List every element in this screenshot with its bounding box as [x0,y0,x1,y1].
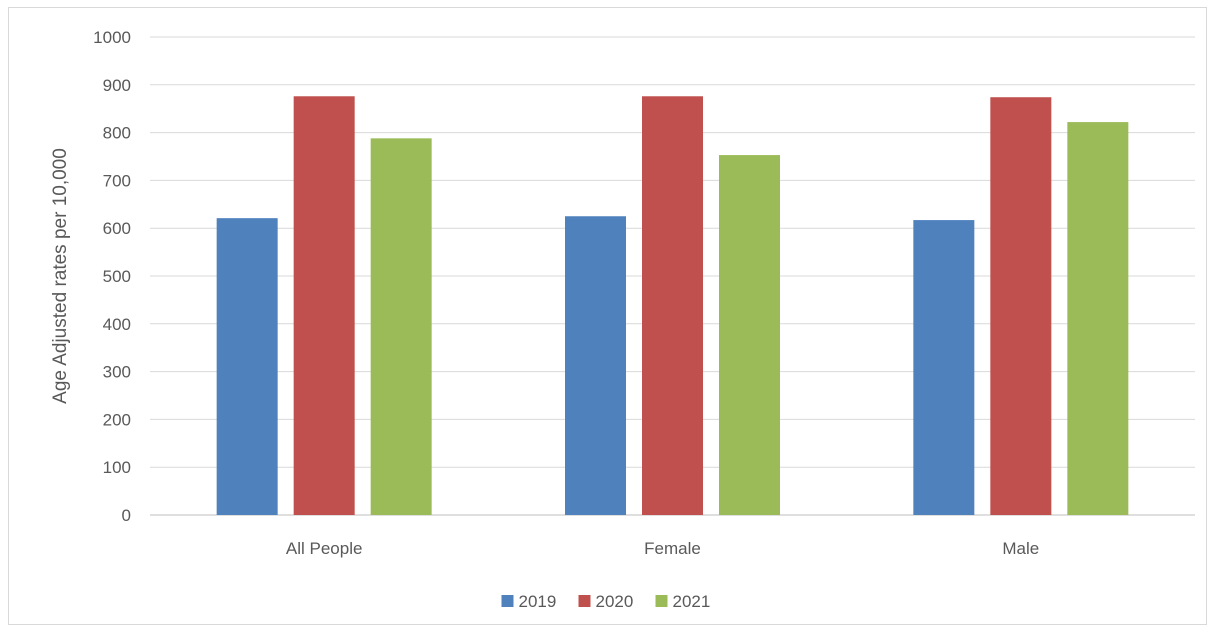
bar-2019-all-people [216,218,278,516]
bars [216,96,1129,516]
y-tick-label: 500 [103,267,131,286]
y-tick-label: 1000 [93,28,131,47]
y-tick-label: 200 [103,410,131,429]
y-tick-label: 400 [103,315,131,334]
legend-swatch [578,595,591,607]
category-labels: All People Female Male [286,539,1039,558]
y-tick-label: 700 [103,171,131,190]
category-label: Female [644,539,701,558]
bar-2021-female [719,155,780,516]
bar-2021-male [1067,122,1129,516]
legend-label: 2021 [673,592,711,611]
bar-2020-male [990,97,1052,515]
category-label: All People [286,539,363,558]
y-tick-label: 900 [103,76,131,95]
legend-label: 2019 [519,592,557,611]
bar-2021-all-people [370,138,432,515]
bar-2019-female [565,216,626,515]
legend: 2019 2020 2021 [501,592,711,611]
legend-swatch [501,595,514,607]
y-tick-labels: 0 100 200 300 400 500 600 700 800 900 1000 [93,28,131,525]
y-tick-label: 800 [103,124,131,143]
y-tick-label: 600 [103,219,131,238]
bar-2020-female [642,96,703,515]
y-tick-label: 0 [122,506,131,525]
y-tick-label: 100 [103,458,131,477]
category-label: Male [1002,539,1039,558]
bar-2019-male [913,220,975,515]
legend-swatch [655,595,668,607]
y-tick-label: 300 [103,363,131,382]
bar-2020-all-people [293,96,355,515]
y-axis-label: Age Adjusted rates per 10,000 [50,148,71,404]
legend-label: 2020 [596,592,634,611]
